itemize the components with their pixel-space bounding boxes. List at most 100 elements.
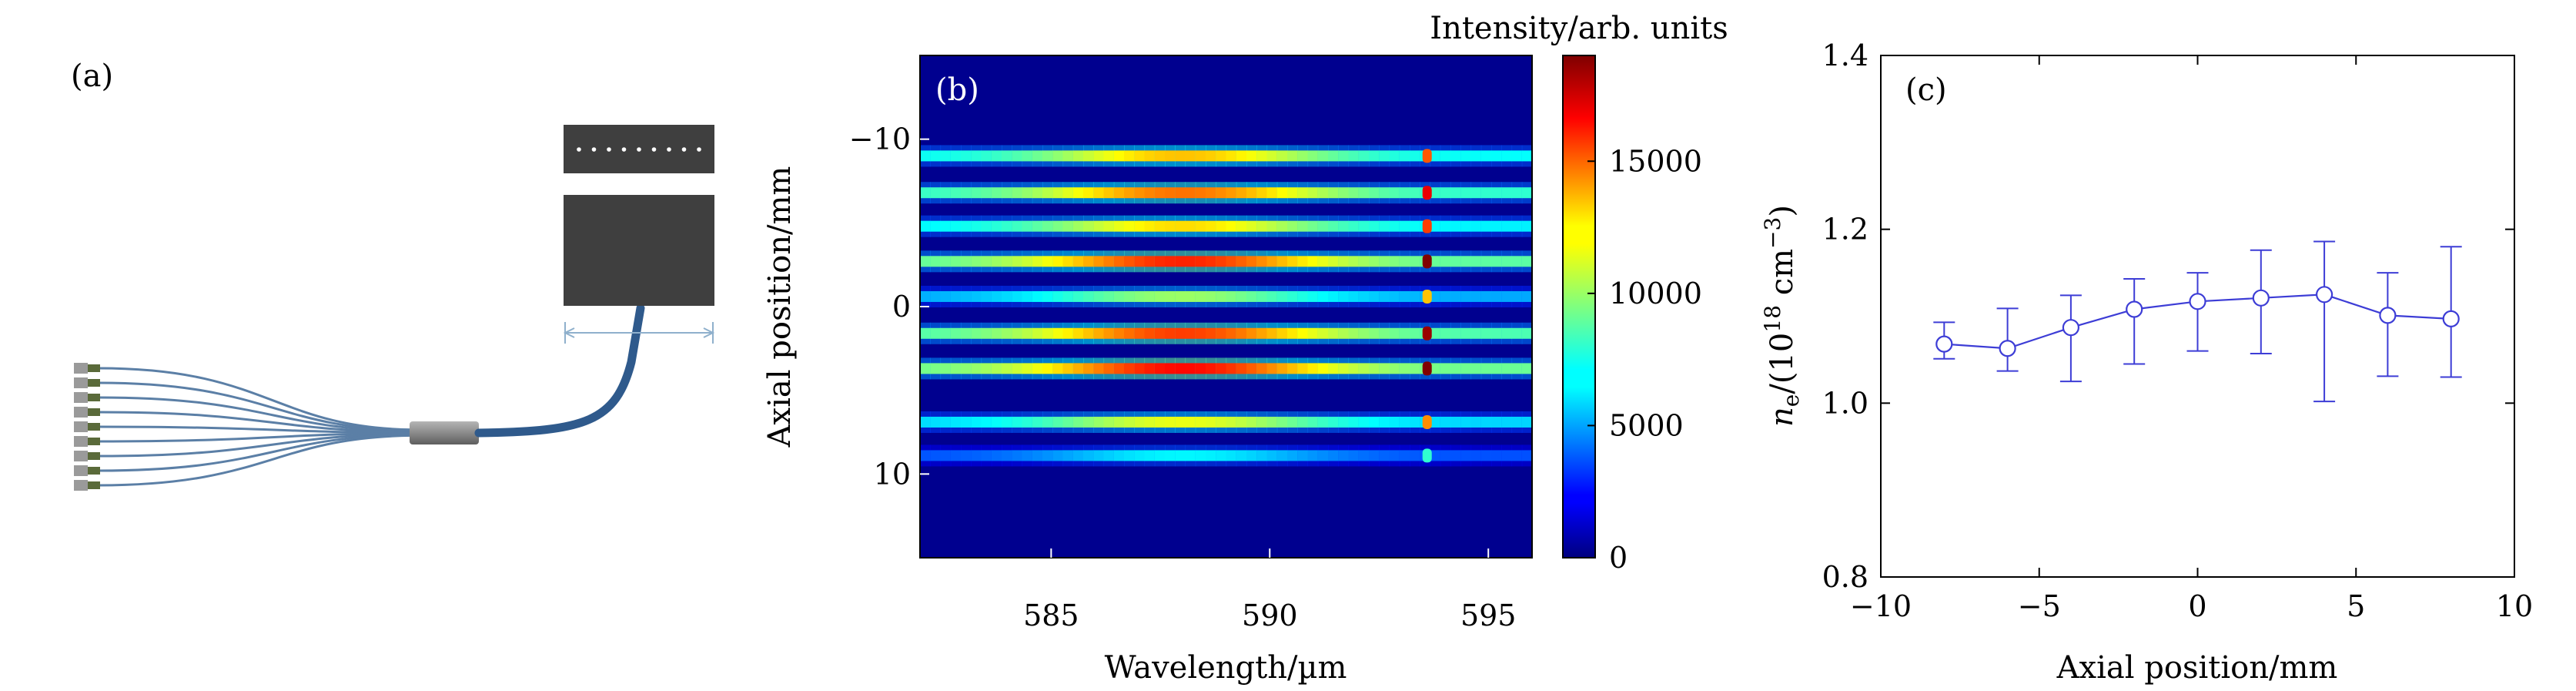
connector-boot [88,364,100,372]
stripe-segment [1460,150,1472,162]
stripe-segment [1062,187,1074,199]
stripe-segment [1379,416,1390,428]
emission-line-spot [1422,289,1432,304]
stripe-segment [1195,256,1206,267]
stripe-segment [1307,256,1319,267]
stripe-segment [1379,363,1390,374]
stripe-segment [1124,256,1135,267]
stripe-segment [1328,327,1339,339]
scatter-x-tick-label: 5 [2347,589,2365,623]
stripe-segment [1083,220,1094,232]
stripe-segment [1338,450,1350,461]
stripe-segment [1144,416,1156,428]
stripe-segment [930,363,942,374]
fiber-line [98,433,413,472]
stripe-segment [1206,256,1216,267]
stripe-segment [1491,187,1502,199]
stripe-segment [950,363,962,374]
stripe-segment [1062,450,1074,461]
stripe-segment [1154,220,1166,232]
stripe-segment [1216,150,1227,162]
stripe-segment [1083,150,1094,162]
stripe-segment [940,416,952,428]
stripe-segment [1480,220,1492,232]
stripe-segment [950,187,962,199]
stripe-segment [1042,220,1053,232]
stripe-segment [1348,150,1360,162]
stripe-segment [1430,416,1441,428]
stripe-segment [1113,416,1125,428]
stripe-segment [1266,416,1278,428]
y-label-sub: e [1778,394,1804,408]
y-label-post: ) [1765,205,1800,217]
stripe-segment [930,450,942,461]
stripe-segment [1491,416,1502,428]
stripe-segment [1338,256,1350,267]
data-point [2062,319,2079,337]
stripe-segment [1052,187,1064,199]
colorbar-ticks: 0 5000 10000 15000 [1587,144,1702,575]
stripe-segment [1369,220,1380,232]
stripe-segment [1276,327,1288,339]
slit-dot [667,147,671,152]
stripe-segment [1276,256,1288,267]
stripe-segment [1002,416,1012,428]
fiber-line [98,425,413,434]
stripe-segment [1440,450,1451,461]
stripe-segment [1134,290,1146,302]
emission-line-spot [1422,326,1432,340]
stripe-segment [1022,187,1033,199]
stripe-segment [1185,450,1196,461]
stripe-segment [1297,416,1309,428]
stripe-segment [1154,450,1166,461]
stripe-segment [1511,187,1523,199]
stripe-segment [1022,416,1033,428]
stripe-segment [1480,327,1492,339]
emission-line-spot [1422,254,1432,269]
stripe-segment [1389,327,1400,339]
stripe-segment [1246,220,1257,232]
stripe-segment [1430,187,1441,199]
stripe-segment [1103,363,1115,374]
stripe-segment [1144,327,1156,339]
stripe-segment [1083,256,1094,267]
stripe-segment [961,450,972,461]
colorbar-tick-label: 5000 [1609,408,1684,442]
stripe-segment [1175,450,1186,461]
stripe-segment [1195,450,1206,461]
stripe-segment [1185,256,1196,267]
connector-body [74,480,88,491]
stripe-segment [940,290,952,302]
stripe-segment [1470,416,1482,428]
colorbar-title: Intensity/arb. units [1430,11,1728,46]
stripe-segment [920,450,931,461]
stripe-segment [1266,256,1278,267]
stripe-segment [1052,450,1064,461]
stripe-segment [981,327,992,339]
stripe-segment [1022,150,1033,162]
stripe-segment [1328,363,1339,374]
stripe-segment [1052,416,1064,428]
stripe-segment [1307,150,1319,162]
stripe-segment [920,327,931,339]
stripe-segment [1297,187,1309,199]
stripe-segment [1440,327,1451,339]
data-point [2189,293,2206,310]
stripe-segment [1165,150,1176,162]
stripe-segment [920,290,931,302]
emission-line-spot [1422,186,1432,200]
stripe-segment [1511,450,1523,461]
stripe-segment [1226,416,1237,428]
stripe-segment [1521,187,1533,199]
stripe-segment [930,256,942,267]
data-point [1999,340,2016,357]
data-point [2442,310,2460,327]
stripe-segment [1012,290,1023,302]
colorbar-tick-label: 0 [1609,541,1628,575]
stripe-segment [1103,150,1115,162]
stripe-segment [1093,450,1105,461]
stripe-segment [1134,256,1146,267]
scatter-x-axis-label: Axial position/mm [2056,650,2338,686]
heatmap-x-tick-label: 590 [1242,599,1298,632]
stripe-segment [940,363,952,374]
